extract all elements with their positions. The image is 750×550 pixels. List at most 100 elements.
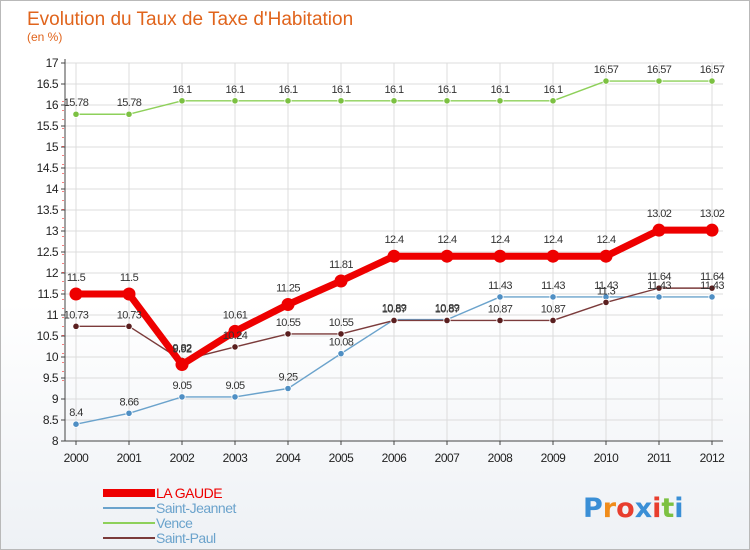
y-tick-label: 14.5: [37, 161, 59, 175]
y-tick-label: 13: [46, 224, 59, 238]
data-point: [705, 223, 719, 237]
data-label: 10.73: [117, 309, 142, 321]
data-point: [175, 358, 189, 372]
data-label: 10.55: [276, 317, 301, 329]
data-label: 10.87: [541, 303, 566, 315]
data-label: 12.4: [596, 234, 615, 246]
y-tick-label: 15.5: [37, 119, 59, 133]
y-tick-label: 10.5: [37, 329, 59, 343]
data-point: [231, 97, 239, 105]
data-label: 16.57: [647, 64, 672, 76]
data-label: 11.81: [329, 259, 353, 271]
data-label: 16.1: [543, 84, 562, 96]
x-tick-label: 2008: [488, 451, 514, 465]
y-tick-label: 11.5: [38, 287, 59, 301]
legend-label: LA GAUDE: [156, 485, 222, 501]
logo-letter: x: [635, 493, 652, 524]
data-label: 10.87: [488, 303, 513, 315]
data-label: 16.1: [490, 84, 509, 96]
data-point: [602, 77, 610, 85]
data-label: 13.02: [700, 208, 725, 220]
data-label: 16.57: [594, 64, 619, 76]
data-point: [178, 97, 186, 105]
data-point: [387, 249, 401, 263]
legend-label: Saint-Jeannet: [156, 500, 237, 516]
data-point: [284, 330, 292, 338]
y-tick-label: 11: [47, 308, 59, 322]
data-label: 8.66: [119, 396, 138, 408]
data-label: 16.1: [331, 84, 350, 96]
data-point: [599, 249, 613, 263]
y-tick-label: 9.5: [43, 371, 59, 385]
x-tick-label: 2005: [329, 451, 355, 465]
chart-subtitle: (en %): [27, 30, 62, 44]
data-label: 15.78: [64, 97, 89, 109]
y-tick-label: 16: [46, 98, 59, 112]
data-point: [334, 274, 348, 288]
x-tick-label: 2006: [382, 451, 408, 465]
data-point: [708, 77, 716, 85]
data-label: 10.89: [435, 303, 460, 315]
data-point: [440, 249, 454, 263]
data-point: [337, 97, 345, 105]
x-tick-label: 2003: [223, 451, 249, 465]
grid: [65, 62, 723, 442]
data-label: 9.05: [172, 380, 191, 392]
data-label: 8.4: [69, 407, 83, 419]
data-label: 9.05: [225, 380, 244, 392]
data-point: [655, 293, 663, 301]
data-point: [549, 316, 557, 325]
y-tick-label: 9: [52, 392, 59, 406]
data-point: [390, 316, 398, 325]
data-label: 10.24: [223, 330, 248, 342]
data-point: [708, 284, 716, 292]
data-label: 11.5: [120, 272, 139, 284]
data-point: [493, 249, 507, 263]
data-point: [655, 284, 663, 292]
data-point: [281, 298, 295, 311]
data-point: [284, 384, 292, 393]
data-label: 9.25: [278, 372, 297, 384]
x-tick-label: 2001: [117, 451, 143, 465]
y-tick-label: 17: [46, 56, 59, 70]
y-tick-label: 8: [52, 434, 59, 448]
data-label: 12.4: [384, 234, 403, 246]
data-label: 16.57: [700, 64, 725, 76]
data-point: [72, 322, 80, 330]
data-label: 15.78: [117, 97, 142, 109]
data-label: 11.3: [597, 285, 616, 297]
data-point: [549, 97, 557, 105]
data-point: [443, 97, 451, 105]
data-label: 10.87: [435, 303, 460, 315]
y-tick-label: 16.5: [37, 77, 59, 91]
data-label: 10.87: [382, 303, 407, 315]
data-point: [546, 249, 560, 263]
x-tick-label: 2007: [435, 451, 461, 465]
data-point: [125, 409, 133, 417]
x-tick-label: 2004: [276, 451, 302, 465]
data-point: [284, 97, 292, 105]
data-label: 11.64: [647, 271, 671, 283]
data-label: 11.43: [488, 280, 512, 292]
data-point: [337, 330, 345, 338]
data-label: 10.08: [329, 337, 354, 349]
axes: 8 8.5 9 9.5 10 10.5 11 11.5 12 12.5 13 13.5 14 14.5 15…: [37, 56, 726, 465]
data-label: 16.1: [225, 84, 244, 96]
data-point: [652, 223, 666, 237]
data-point: [496, 293, 504, 301]
data-label: 11.64: [700, 271, 724, 283]
data-point: [228, 324, 242, 338]
data-point: [602, 298, 610, 306]
logo-letter: i: [652, 493, 661, 524]
data-label: 16.1: [172, 84, 191, 96]
data-point: [69, 287, 83, 301]
data-label: 10.61: [223, 309, 248, 321]
data-label: 9.92: [172, 343, 191, 355]
data-point: [390, 97, 398, 105]
data-label: 12.4: [490, 234, 509, 246]
y-tick-label: 15: [46, 140, 59, 154]
data-label: 10.73: [64, 309, 89, 321]
y-tick-label: 13.5: [37, 203, 59, 217]
